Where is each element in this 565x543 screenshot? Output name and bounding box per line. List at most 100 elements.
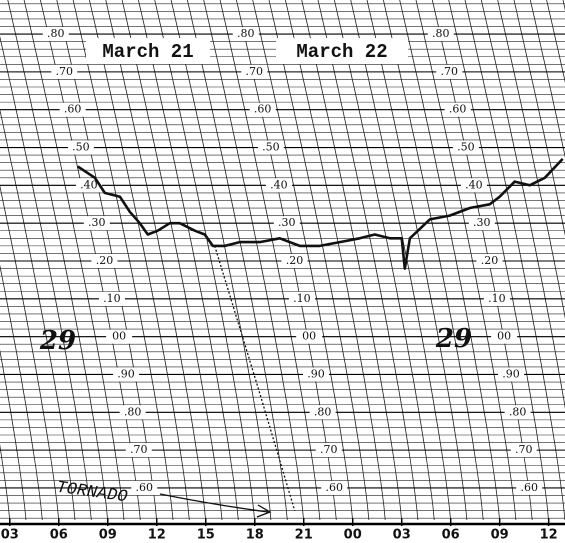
x-tick-label: 21 (295, 528, 313, 543)
hour-grid-line (121, 0, 223, 521)
hour-grid-line (203, 0, 304, 521)
hour-grid-line (7, 0, 108, 521)
hour-grid-line (285, 0, 386, 521)
y-tick-label: .30 (88, 216, 106, 229)
label-backing (67, 140, 94, 155)
label-backing (436, 64, 463, 79)
y-tick-label: .10 (488, 292, 506, 305)
y-tick-label: 00 (302, 330, 316, 343)
hour-grid-line (170, 0, 272, 521)
y-tick-label: .50 (457, 141, 475, 154)
hour-grid-line (23, 0, 125, 521)
y-tick-label: .20 (286, 254, 304, 267)
x-tick-label: 15 (197, 528, 215, 543)
date-label: March 22 (296, 41, 387, 63)
label-backing (427, 27, 454, 42)
hour-grid-line (334, 0, 435, 521)
date-label: March 21 (102, 41, 193, 63)
hour-grid-line (497, 0, 565, 319)
hour-grid-line (317, 0, 419, 521)
label-backing (273, 216, 300, 231)
handwritten-label: 29 (435, 324, 472, 354)
label-backing (59, 102, 86, 117)
hour-grid-line (0, 264, 43, 521)
tornado-arrow (159, 493, 272, 518)
label-backing (510, 443, 537, 458)
y-tick-label: .40 (465, 178, 483, 191)
label-backing (288, 291, 315, 306)
x-tick-label: 03 (393, 528, 411, 543)
y-tick-label: .80 (47, 27, 65, 40)
y-tick-label: .60 (520, 481, 538, 494)
hour-grid-line (513, 0, 565, 237)
x-tick-label: 00 (344, 528, 362, 543)
y-tick-label: .30 (278, 216, 296, 229)
label-backing (468, 216, 495, 231)
hour-grid-line (89, 0, 190, 521)
y-tick-label: .90 (502, 367, 520, 380)
label-backing (491, 329, 518, 344)
y-tick-label: .20 (481, 254, 499, 267)
x-tick-label: 12 (148, 528, 166, 543)
label-backing (504, 405, 531, 420)
label-backing (106, 329, 133, 344)
y-tick-label: .90 (117, 367, 135, 380)
x-tick-label: 09 (99, 528, 117, 543)
y-tick-label: .70 (130, 443, 148, 456)
y-tick-label: 00 (112, 330, 126, 343)
y-tick-label: .30 (473, 216, 491, 229)
hour-grid-line (0, 349, 27, 521)
y-tick-label: .70 (246, 65, 264, 78)
y-tick-label: .60 (325, 481, 343, 494)
label-backing (51, 64, 78, 79)
y-tick-label: .70 (320, 443, 338, 456)
label-backing (98, 291, 125, 306)
hour-grid-line (366, 0, 468, 521)
tick-labels: .60 .70 .80 .90 00 .10 .20 .30 .40 .50 .60 .70 .80 .6… (1, 27, 558, 543)
label-backing (460, 178, 487, 193)
hour-grid-line (154, 0, 255, 521)
hour-grid-line (72, 0, 174, 521)
hour-grid-line (0, 184, 60, 521)
y-tick-label: .80 (237, 27, 255, 40)
label-backing (119, 405, 146, 420)
y-tick-label: .60 (64, 103, 82, 116)
y-tick-label: .10 (103, 292, 121, 305)
label-backing (309, 405, 336, 420)
pressure-trace (76, 158, 564, 270)
y-tick-label: .80 (314, 405, 332, 418)
label-backing (476, 254, 503, 268)
hour-grid-line (399, 0, 500, 521)
label-backing (516, 480, 543, 495)
y-tick-label: .70 (441, 65, 459, 78)
hour-grid-line (252, 0, 353, 521)
label-backing (232, 27, 259, 42)
x-tick-label: 06 (50, 528, 68, 543)
label-backing (444, 102, 471, 117)
label-backing (241, 64, 268, 79)
label-backing (498, 367, 525, 382)
hour-grid-line (464, 0, 565, 521)
y-tick-label: .80 (432, 27, 450, 40)
label-backing (113, 367, 140, 382)
handwritten-label: 29 (39, 326, 76, 356)
y-tick-label: .70 (515, 443, 533, 456)
x-tick-label: 18 (246, 528, 264, 543)
hour-grid-line (219, 0, 321, 521)
label-backing (452, 140, 479, 155)
y-tick-label: .40 (80, 178, 98, 191)
x-tick-label: 09 (491, 528, 509, 543)
label-backing (257, 140, 284, 155)
label-backing (125, 443, 152, 458)
label-backing (296, 329, 323, 344)
y-tick-label: .70 (56, 65, 74, 78)
hour-grid-line (480, 0, 565, 409)
label-backing (83, 216, 110, 231)
label-backing (303, 367, 330, 382)
x-tick-label: 06 (442, 528, 460, 543)
hour-grid-line (0, 35, 92, 521)
hour-grid-line (187, 0, 288, 521)
x-tick-label: 12 (540, 528, 558, 543)
